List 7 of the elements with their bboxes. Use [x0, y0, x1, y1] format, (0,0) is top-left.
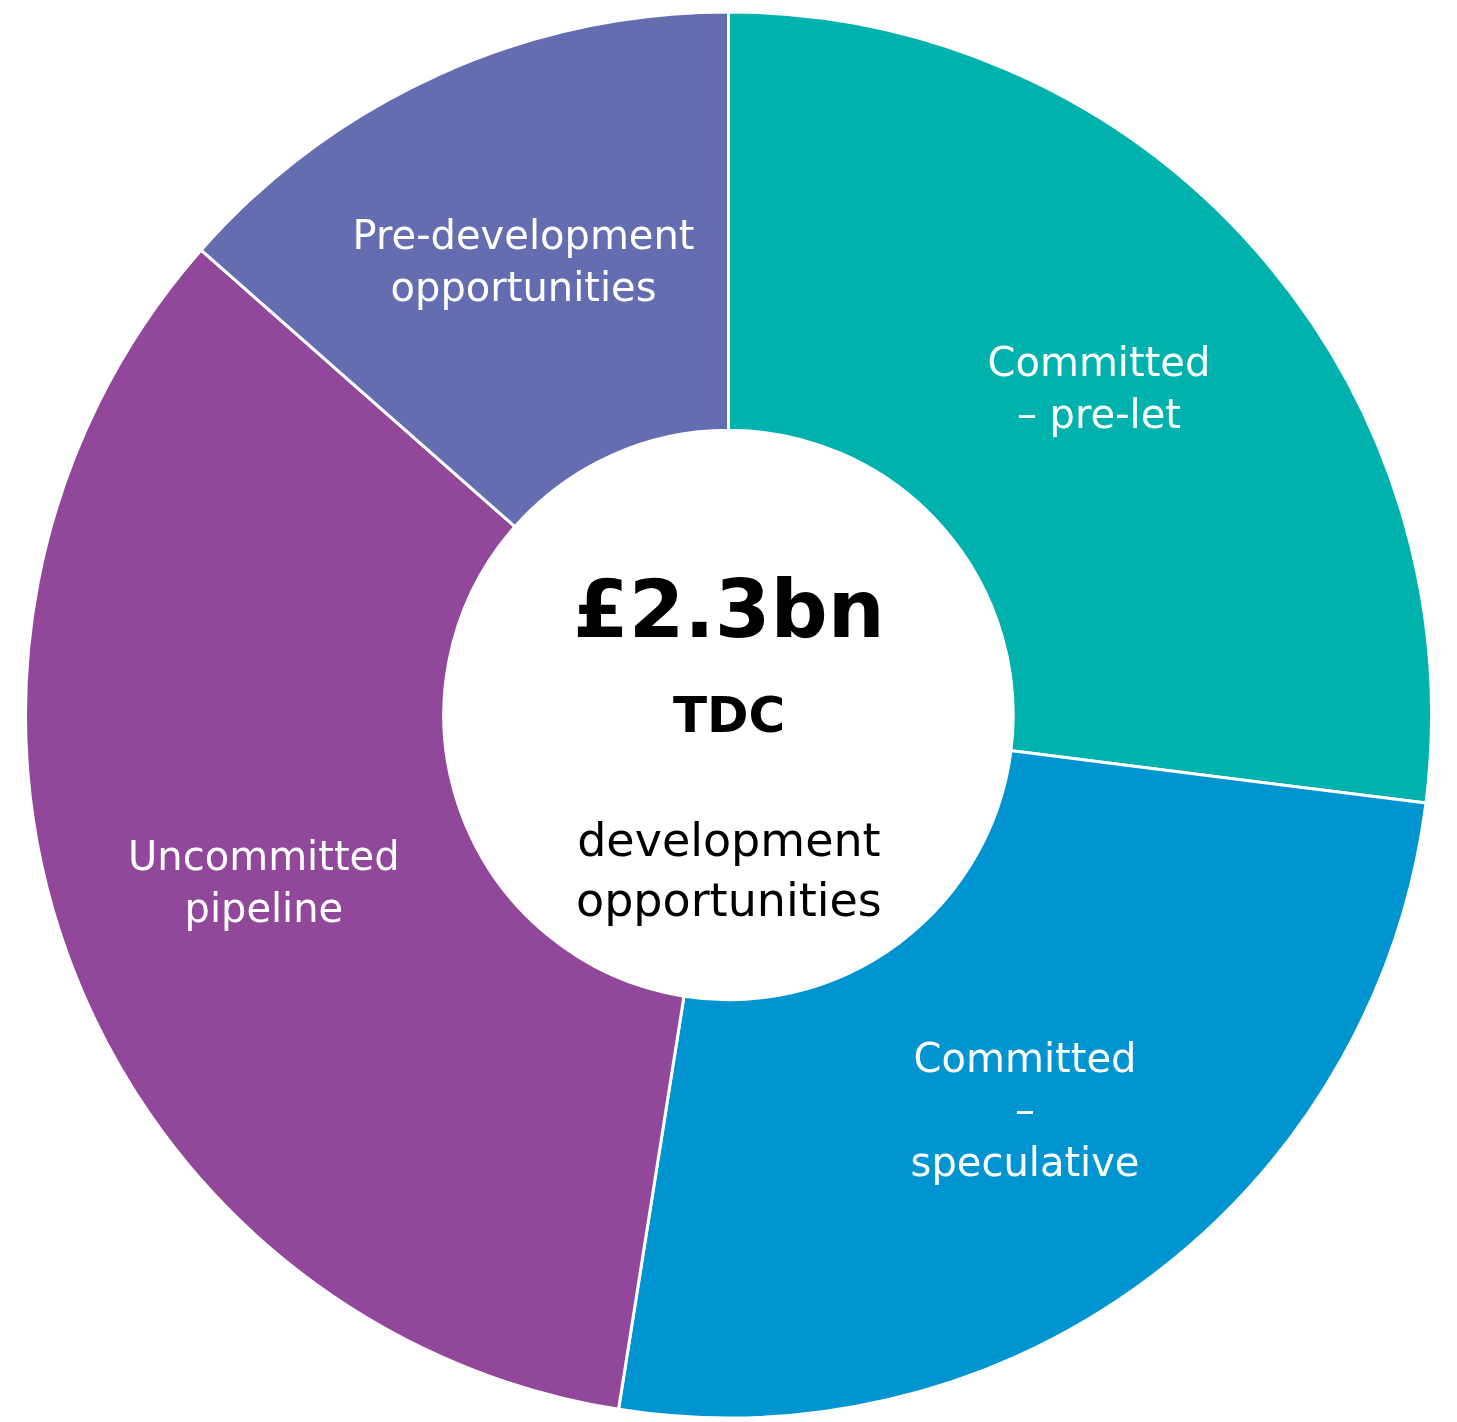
text: £2.3bn [573, 563, 885, 656]
slice-label: Uncommitted pipeline [128, 833, 400, 932]
text: TDC [673, 686, 786, 744]
slice-label: Committed – pre-let [987, 339, 1211, 438]
slice-label: Committed – speculative [910, 1034, 1140, 1185]
text: development opportunities [576, 813, 882, 927]
slice-label: Pre-development opportunities [352, 212, 695, 311]
